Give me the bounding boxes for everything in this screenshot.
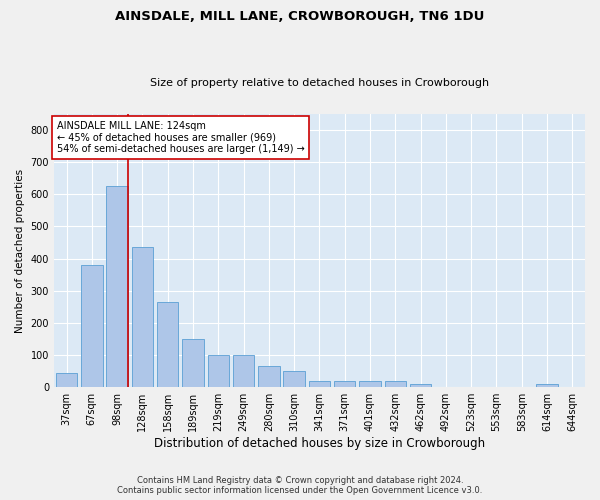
Text: AINSDALE, MILL LANE, CROWBOROUGH, TN6 1DU: AINSDALE, MILL LANE, CROWBOROUGH, TN6 1D… <box>115 10 485 23</box>
Bar <box>81 265 103 387</box>
Bar <box>208 355 229 387</box>
Title: Size of property relative to detached houses in Crowborough: Size of property relative to detached ho… <box>150 78 489 88</box>
Bar <box>258 366 280 387</box>
X-axis label: Distribution of detached houses by size in Crowborough: Distribution of detached houses by size … <box>154 437 485 450</box>
Bar <box>283 371 305 387</box>
Bar <box>334 381 355 387</box>
Text: Contains HM Land Registry data © Crown copyright and database right 2024.
Contai: Contains HM Land Registry data © Crown c… <box>118 476 482 495</box>
Bar <box>410 384 431 387</box>
Bar <box>106 186 128 387</box>
Bar <box>182 339 204 387</box>
Bar <box>233 355 254 387</box>
Bar <box>56 372 77 387</box>
Bar <box>385 381 406 387</box>
Bar <box>157 302 178 387</box>
Y-axis label: Number of detached properties: Number of detached properties <box>15 168 25 332</box>
Bar <box>536 384 558 387</box>
Bar <box>359 381 381 387</box>
Bar <box>131 248 153 387</box>
Text: AINSDALE MILL LANE: 124sqm
← 45% of detached houses are smaller (969)
54% of sem: AINSDALE MILL LANE: 124sqm ← 45% of deta… <box>56 120 304 154</box>
Bar <box>309 381 330 387</box>
